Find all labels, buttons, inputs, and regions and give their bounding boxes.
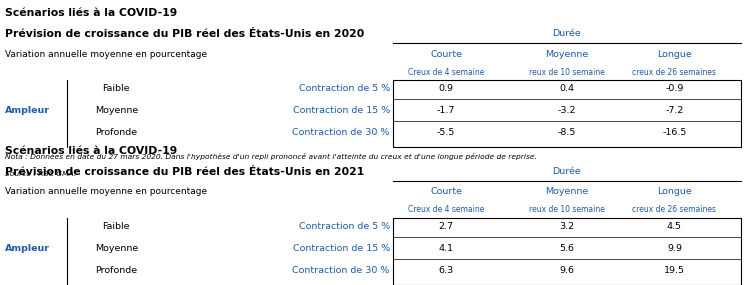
Text: 4.5: 4.5 [667,221,682,231]
Text: -1.7: -1.7 [437,106,455,115]
Text: Courte: Courte [430,50,462,59]
Text: 19.5: 19.5 [664,266,685,275]
Text: Variation annuelle moyenne en pourcentage: Variation annuelle moyenne en pourcentag… [5,188,208,196]
Text: Variation annuelle moyenne en pourcentage: Variation annuelle moyenne en pourcentag… [5,50,208,59]
Text: 9.6: 9.6 [559,266,574,275]
Text: Nota : Données en date du 27 mars 2020. Dans l'hypothèse d'un repli prononcé ava: Nota : Données en date du 27 mars 2020. … [5,153,537,160]
Bar [393,218,741,285]
Text: creux de 26 semaines: creux de 26 semaines [632,205,716,214]
Text: Contraction de 5 %: Contraction de 5 % [298,221,390,231]
Text: -8.5: -8.5 [558,128,576,137]
Text: Creux de 4 semaine: Creux de 4 semaine [408,68,484,77]
Text: 9.9: 9.9 [667,244,682,253]
Text: Scénarios liés à la COVID-19: Scénarios liés à la COVID-19 [5,8,177,18]
Text: Faible: Faible [103,221,130,231]
Text: Source : RBC GMA.: Source : RBC GMA. [5,171,77,177]
Text: Durée: Durée [553,167,581,176]
Text: 2.7: 2.7 [439,221,454,231]
Text: Longue: Longue [657,188,692,196]
Text: Moyenne: Moyenne [94,244,138,253]
Text: -3.2: -3.2 [558,106,576,115]
Text: Prévision de croissance du PIB réel des États-Unis en 2021: Prévision de croissance du PIB réel des … [5,167,365,177]
Text: Contraction de 30 %: Contraction de 30 % [292,128,390,137]
Text: -5.5: -5.5 [437,128,455,137]
Text: 6.3: 6.3 [438,266,454,275]
Text: Ampleur: Ampleur [5,106,50,115]
Text: Courte: Courte [430,188,462,196]
Text: Faible: Faible [103,84,130,93]
Text: Moyenne: Moyenne [545,50,589,59]
Text: 4.1: 4.1 [439,244,454,253]
Text: reux de 10 semaine: reux de 10 semaine [529,205,605,214]
Text: 0.9: 0.9 [439,84,454,93]
Text: reux de 10 semaine: reux de 10 semaine [529,68,605,77]
Text: -16.5: -16.5 [662,128,687,137]
Text: -7.2: -7.2 [665,106,684,115]
Text: -0.9: -0.9 [665,84,684,93]
Text: Longue: Longue [657,50,692,59]
Bar [393,80,741,147]
Text: Contraction de 5 %: Contraction de 5 % [298,84,390,93]
Text: Moyenne: Moyenne [545,188,589,196]
Text: creux de 26 semaines: creux de 26 semaines [632,68,716,77]
Text: 5.6: 5.6 [559,244,574,253]
Text: Contraction de 15 %: Contraction de 15 % [292,244,390,253]
Text: Ampleur: Ampleur [5,244,50,253]
Text: 0.4: 0.4 [559,84,574,93]
Text: Profonde: Profonde [95,128,138,137]
Text: Creux de 4 semaine: Creux de 4 semaine [408,205,484,214]
Text: Contraction de 30 %: Contraction de 30 % [292,266,390,275]
Text: Moyenne: Moyenne [94,106,138,115]
Text: Profonde: Profonde [95,266,138,275]
Text: 3.2: 3.2 [559,221,574,231]
Text: Contraction de 15 %: Contraction de 15 % [292,106,390,115]
Text: Scénarios liés à la COVID-19: Scénarios liés à la COVID-19 [5,146,177,156]
Text: Durée: Durée [553,29,581,38]
Text: Prévision de croissance du PIB réel des États-Unis en 2020: Prévision de croissance du PIB réel des … [5,29,365,39]
